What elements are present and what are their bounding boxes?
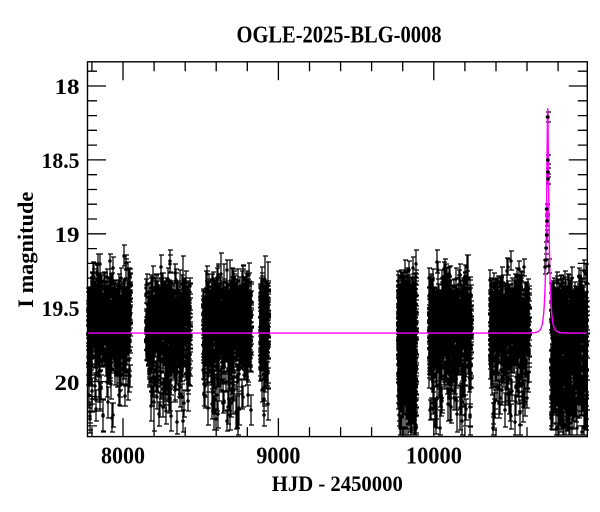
svg-text:20: 20 [55, 370, 80, 395]
svg-text:OGLE-2025-BLG-0008: OGLE-2025-BLG-0008 [237, 22, 442, 49]
svg-text:19.5: 19.5 [42, 296, 80, 321]
svg-text:10000: 10000 [406, 444, 462, 470]
svg-text:19: 19 [55, 222, 80, 247]
svg-text:HJD - 2450000: HJD - 2450000 [272, 471, 403, 496]
svg-text:9000: 9000 [256, 444, 300, 470]
svg-text:18.5: 18.5 [42, 148, 80, 173]
svg-text:18: 18 [55, 74, 80, 99]
svg-text:8000: 8000 [101, 444, 145, 470]
svg-text:I magnitude: I magnitude [13, 192, 38, 308]
